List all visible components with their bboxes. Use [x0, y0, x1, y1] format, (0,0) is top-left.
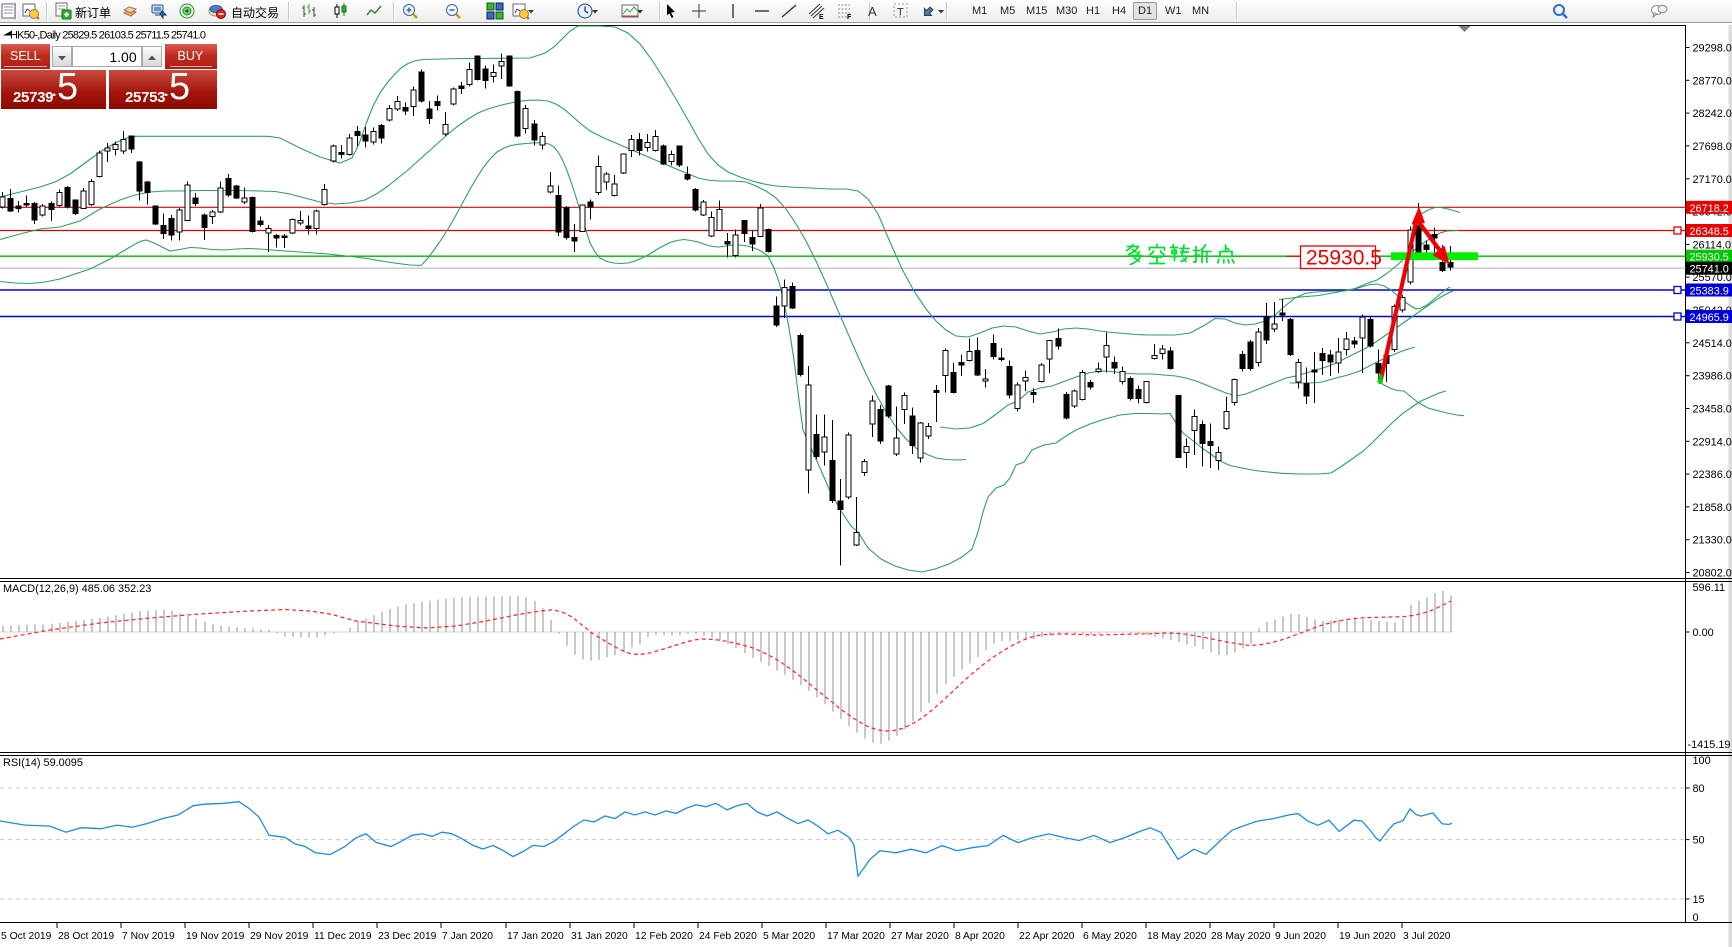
svg-text:28770.0: 28770.0 — [1693, 75, 1732, 87]
svg-text:29 Nov 2019: 29 Nov 2019 — [250, 931, 309, 942]
svg-text:23986.0: 23986.0 — [1693, 371, 1732, 383]
svg-text:21858.0: 21858.0 — [1693, 502, 1732, 514]
svg-text:7 Nov 2019: 7 Nov 2019 — [122, 931, 175, 942]
svg-text:24514.0: 24514.0 — [1693, 338, 1732, 350]
svg-text:25383.9: 25383.9 — [1690, 286, 1729, 298]
svg-text:21330.0: 21330.0 — [1693, 535, 1732, 547]
svg-text:22914.0: 22914.0 — [1693, 436, 1732, 448]
svg-text:100: 100 — [1693, 755, 1711, 767]
svg-text:25930.5: 25930.5 — [1306, 247, 1382, 270]
svg-text:31 Jan 2020: 31 Jan 2020 — [571, 931, 628, 942]
svg-text:-1415.19: -1415.19 — [1688, 739, 1731, 751]
svg-text:18 May 2020: 18 May 2020 — [1147, 931, 1207, 942]
svg-text:24 Feb 2020: 24 Feb 2020 — [699, 931, 757, 942]
svg-text:0.00: 0.00 — [1693, 627, 1714, 639]
svg-text:27170.0: 27170.0 — [1693, 174, 1732, 186]
svg-text:19 Nov 2019: 19 Nov 2019 — [186, 931, 245, 942]
svg-text:28 May 2020: 28 May 2020 — [1211, 931, 1271, 942]
svg-text:26718.2: 26718.2 — [1690, 203, 1729, 215]
svg-text:8 Apr 2020: 8 Apr 2020 — [955, 931, 1005, 942]
svg-text:28242.0: 28242.0 — [1693, 108, 1732, 120]
svg-text:25741.0: 25741.0 — [1690, 264, 1729, 276]
svg-text:29298.0: 29298.0 — [1693, 43, 1732, 55]
svg-text:MACD(12,26,9) 485.06 352.23: MACD(12,26,9) 485.06 352.23 — [3, 583, 151, 595]
svg-text:17 Mar 2020: 17 Mar 2020 — [827, 931, 885, 942]
svg-text:A: A — [868, 4, 877, 19]
svg-text:F: F — [847, 14, 852, 20]
svg-text:26348.5: 26348.5 — [1690, 226, 1729, 238]
svg-text:80: 80 — [1693, 783, 1705, 795]
svg-text:28 Oct 2019: 28 Oct 2019 — [58, 931, 114, 942]
svg-text:5 Oct 2019: 5 Oct 2019 — [1, 931, 52, 942]
svg-text:RSI(14) 59.0095: RSI(14) 59.0095 — [3, 757, 83, 769]
svg-text:HK50-,Daily 25829.5 26103.5 2: HK50-,Daily 25829.5 26103.5 25711.5 2574… — [10, 30, 206, 42]
svg-text:596.11: 596.11 — [1693, 582, 1726, 594]
svg-text:23458.0: 23458.0 — [1693, 404, 1732, 416]
svg-text:25930.5: 25930.5 — [1690, 252, 1729, 264]
svg-text:0: 0 — [1693, 912, 1699, 924]
svg-text:24965.9: 24965.9 — [1690, 312, 1729, 324]
svg-text:25570.0: 25570.0 — [1693, 272, 1732, 284]
svg-text:23 Dec 2019: 23 Dec 2019 — [378, 931, 437, 942]
svg-text:7 Jan 2020: 7 Jan 2020 — [442, 931, 493, 942]
svg-text:50: 50 — [1693, 835, 1705, 847]
svg-text:20802.0: 20802.0 — [1693, 568, 1732, 580]
svg-text:6 May 2020: 6 May 2020 — [1083, 931, 1137, 942]
svg-text:9 Jun 2020: 9 Jun 2020 — [1275, 931, 1326, 942]
svg-text:19 Jun 2020: 19 Jun 2020 — [1339, 931, 1396, 942]
svg-text:15: 15 — [1693, 894, 1705, 906]
svg-text:22386.0: 22386.0 — [1693, 469, 1732, 481]
svg-text:5 Mar 2020: 5 Mar 2020 — [763, 931, 815, 942]
svg-text:27 Mar 2020: 27 Mar 2020 — [891, 931, 949, 942]
svg-text:22 Apr 2020: 22 Apr 2020 — [1019, 931, 1075, 942]
svg-text:26114.0: 26114.0 — [1693, 239, 1732, 251]
svg-text:27698.0: 27698.0 — [1693, 141, 1732, 153]
svg-text:E: E — [819, 14, 824, 20]
svg-text:12 Feb 2020: 12 Feb 2020 — [635, 931, 693, 942]
svg-text:17 Jan 2020: 17 Jan 2020 — [507, 931, 564, 942]
svg-text:T: T — [897, 7, 904, 19]
svg-text:11 Dec 2019: 11 Dec 2019 — [314, 931, 372, 942]
svg-text:3 Jul 2020: 3 Jul 2020 — [1403, 931, 1451, 942]
